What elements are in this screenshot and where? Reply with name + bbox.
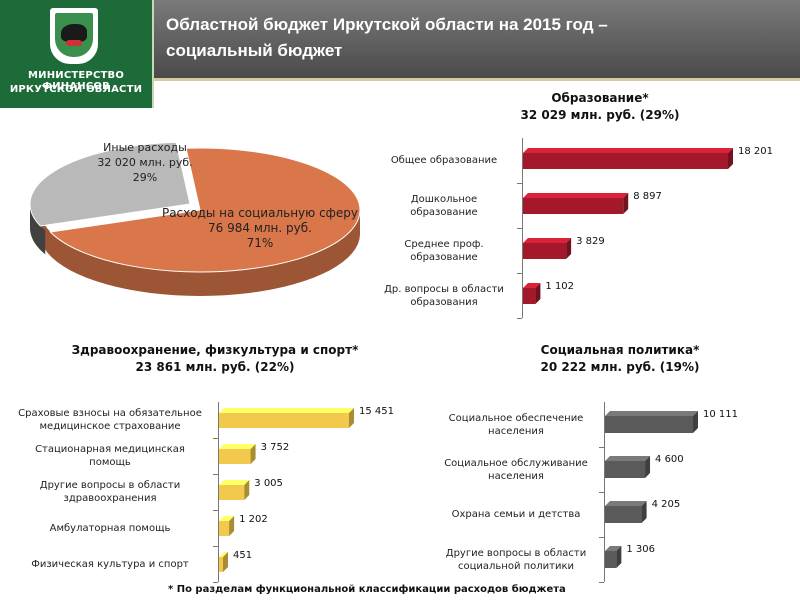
education-tick (517, 318, 522, 319)
social-policy-bar (605, 411, 698, 433)
health-title-line1: Здравоохранение, физкультура и спорт* (71, 343, 359, 357)
education-bar (523, 192, 629, 214)
education-title-line2: 32 029 млн. руб. (29%) (520, 108, 680, 122)
health-category-label: Сраховые взносы на обязательное медицинск… (18, 408, 202, 432)
health-title: Здравоохранение, физкультура и спорт* 23… (40, 342, 390, 376)
health-bar (219, 479, 250, 500)
education-value-label: 3 829 (576, 235, 605, 247)
education-category-label: Среднее проф. образование (404, 238, 484, 263)
ministry-name-line1: МИНИСТЕРСТВО ФИНАНСОВ (27, 70, 125, 92)
social-policy-category-label: Социальное обслуживание населения (444, 457, 588, 482)
social-policy-title-line2: 20 222 млн. руб. (19%) (540, 360, 700, 374)
education-title-line1: Образование* (551, 91, 649, 105)
social-policy-title: Социальная политика* 20 222 млн. руб. (1… (500, 342, 740, 376)
slide-title: Областной бюджет Иркутской области на 20… (166, 12, 786, 64)
sidebar-divider (152, 0, 154, 108)
health-tick (213, 474, 218, 475)
social-policy-axis (604, 402, 605, 582)
social-policy-tick (599, 447, 604, 448)
social-policy-value-label: 10 111 (703, 409, 738, 420)
health-tick (213, 510, 218, 511)
social-policy-category-label: Социальное обеспечение населения (448, 412, 584, 437)
pie-label-other: Иные расходы 32 020 млн. руб. 29% (70, 140, 220, 185)
pie-label-other-value: 32 020 млн. руб. (97, 156, 193, 169)
footnote: * По разделам функциональной классификац… (168, 584, 566, 595)
health-value-label: 451 (233, 549, 253, 561)
slide-title-line2: социальный бюджет (166, 41, 343, 60)
health-category-label: Физическая культура и спорт (31, 558, 189, 570)
social-policy-value-label: 4 600 (655, 454, 684, 465)
health-title-line2: 23 861 млн. руб. (22%) (135, 360, 295, 374)
health-axis (218, 402, 219, 582)
header-divider (154, 78, 800, 81)
pie-label-social: Расходы на социальную сферу 76 984 млн. … (140, 206, 380, 251)
education-axis (522, 138, 523, 318)
education-tick (517, 183, 522, 184)
health-value-label: 3 005 (254, 477, 283, 489)
social-policy-title-line1: Социальная политика* (540, 343, 700, 357)
pie-slice-social (49, 147, 361, 273)
health-value-label: 3 752 (260, 441, 290, 453)
health-category-label: Амбулаторная помощь (49, 522, 171, 534)
social-policy-bar (605, 456, 651, 478)
pie-label-social-percent: 71% (246, 236, 274, 250)
health-tick (213, 438, 218, 439)
pie-label-other-percent: 29% (132, 171, 158, 184)
education-bar (523, 237, 572, 259)
pie-label-social-name: Расходы на социальную сферу (161, 206, 359, 220)
education-category-label: Общее образование (390, 155, 498, 166)
social-policy-bar (605, 546, 622, 568)
social-policy-category-label: Другие вопросы в области социальной полит… (445, 547, 587, 572)
health-value-label: 1 202 (239, 513, 268, 525)
education-category-label: Др. вопросы в области образования (384, 283, 504, 308)
health-bar (219, 443, 256, 464)
pie-label-social-value: 76 984 млн. руб. (208, 221, 312, 235)
health-bar (219, 407, 354, 428)
education-value-label: 8 897 (633, 190, 662, 202)
education-tick (517, 228, 522, 229)
health-category-label: Стационарная медицинская помощь (35, 444, 185, 468)
social-policy-tick (599, 582, 604, 583)
social-policy-tick (599, 492, 604, 493)
health-bar (219, 551, 228, 572)
slide-title-line1: Областной бюджет Иркутской области на 20… (166, 15, 608, 34)
education-value-label: 18 201 (738, 145, 773, 157)
slide-header: Областной бюджет Иркутской области на 20… (154, 0, 800, 78)
pie-slice-other-side (30, 204, 46, 255)
health-value-label: 15 451 (359, 405, 394, 417)
education-category-label: Дошкольное образование (410, 193, 478, 218)
health-bar (219, 515, 235, 536)
ministry-sidebar: МИНИСТЕРСТВО ФИНАНСОВ ИРКУТСКОЙ ОБЛАСТИ (0, 0, 152, 108)
education-value-label: 1 102 (545, 280, 575, 292)
social-policy-tick (599, 537, 604, 538)
pie-chart (30, 141, 361, 296)
education-bar (523, 147, 733, 169)
health-tick (213, 546, 218, 547)
pie-label-other-name: Иные расходы (103, 141, 187, 154)
education-title: Образование* 32 029 млн. руб. (29%) (480, 90, 720, 124)
ministry-name-line2: ИРКУТСКОЙ ОБЛАСТИ (9, 84, 143, 95)
social-policy-value-label: 1 306 (626, 544, 655, 555)
education-tick (517, 273, 522, 274)
pie-slice-social-side (40, 210, 360, 296)
education-bar (523, 282, 541, 304)
pie-slice-other (30, 141, 191, 227)
health-category-label: Другие вопросы в области здравоохранения (39, 480, 181, 504)
coat-of-arms-icon (50, 8, 98, 64)
social-policy-value-label: 4 205 (651, 499, 681, 510)
social-policy-bar (605, 501, 647, 523)
social-policy-category-label: Охрана семьи и детства (451, 509, 581, 520)
health-tick (213, 582, 218, 583)
